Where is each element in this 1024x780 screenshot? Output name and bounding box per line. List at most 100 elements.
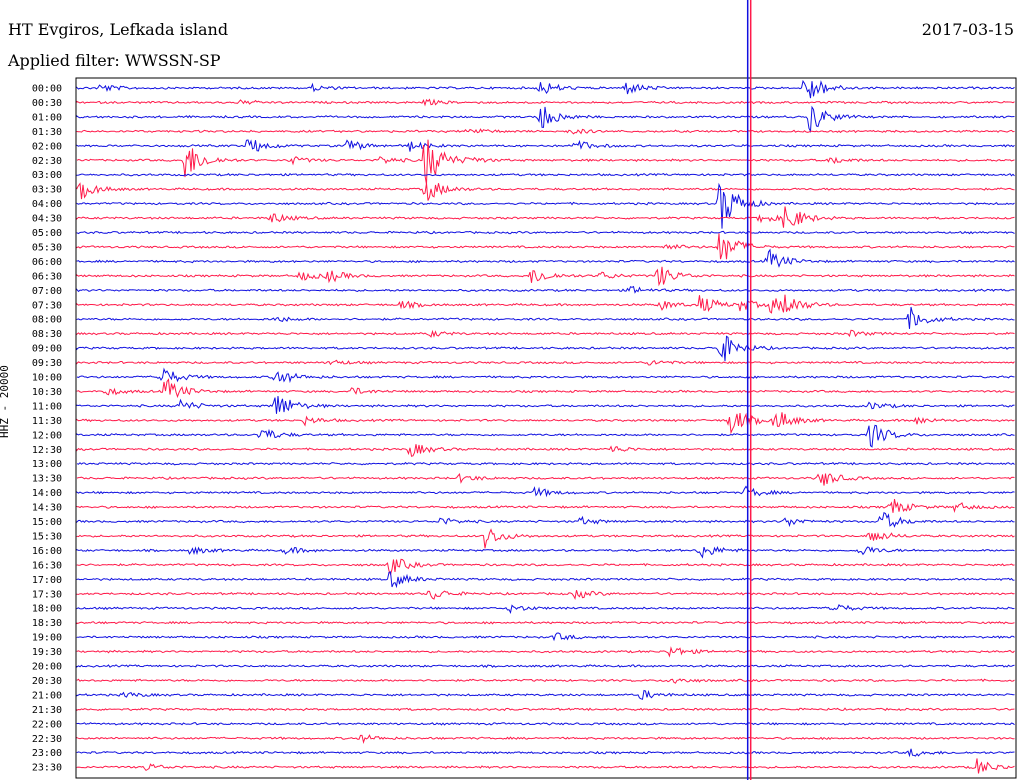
marker-group (746, 0, 752, 780)
row-time-label: 04:00 (32, 199, 62, 210)
row-time-label: 18:30 (32, 618, 62, 629)
trace-line (76, 306, 1015, 329)
row-time-label: 23:00 (32, 748, 62, 759)
row-time-label: 14:30 (32, 503, 62, 514)
trace-line (76, 678, 1015, 684)
trace-line (76, 620, 1015, 625)
row-label-group: 00:00 00:30 01:00 01:30 02:00 02:30 03:00 03:30… (32, 84, 62, 774)
trace-line (76, 689, 1015, 700)
trace-line (76, 139, 1015, 152)
trace-line (76, 329, 1015, 338)
trace-line (76, 139, 1015, 185)
row-time-label: 12:00 (32, 430, 62, 441)
trace-line (76, 79, 1015, 99)
row-time-label: 09:00 (32, 344, 62, 355)
row-time-label: 11:30 (32, 416, 62, 427)
row-time-label: 05:30 (32, 242, 62, 253)
trace-line (76, 748, 1015, 758)
row-time-label: 22:00 (32, 719, 62, 730)
trace-line (76, 758, 1015, 774)
trace-line (76, 367, 1015, 384)
trace-line (76, 128, 1015, 135)
trace-line (76, 511, 1015, 528)
date-label: 2017-03-15 (921, 20, 1014, 39)
row-time-label: 19:00 (32, 633, 62, 644)
row-time-label: 06:30 (32, 271, 62, 282)
row-time-label: 01:00 (32, 112, 62, 123)
trace-line (76, 378, 1015, 399)
trace-line (76, 233, 1015, 260)
row-time-label: 13:00 (32, 459, 62, 470)
row-time-label: 21:00 (32, 690, 62, 701)
trace-line (76, 461, 1015, 466)
row-time-label: 08:30 (32, 329, 62, 340)
row-time-label: 07:00 (32, 286, 62, 297)
trace-line (76, 646, 1015, 658)
row-time-label: 12:30 (32, 445, 62, 456)
trace-line (76, 172, 1015, 177)
trace-line (76, 604, 1015, 614)
row-time-label: 06:00 (32, 257, 62, 268)
row-time-label: 20:30 (32, 676, 62, 687)
trace-line (76, 285, 1015, 294)
trace-line (76, 98, 1015, 107)
trace-line (76, 528, 1015, 549)
row-time-label: 07:30 (32, 300, 62, 311)
trace-line (76, 294, 1015, 314)
trace-line (76, 105, 1015, 134)
trace-line (76, 632, 1015, 642)
trace-line (76, 571, 1015, 589)
filter-label: Applied filter: WWSSN-SP (8, 51, 221, 70)
row-time-label: 21:30 (32, 705, 62, 716)
trace-line (76, 395, 1015, 414)
trace-line (76, 182, 1015, 229)
trace-line (76, 182, 1015, 201)
row-time-label: 00:30 (32, 98, 62, 109)
trace-line (76, 558, 1015, 576)
row-time-label: 17:30 (32, 589, 62, 600)
trace-line (76, 499, 1015, 514)
trace-line (76, 722, 1015, 726)
row-time-label: 22:30 (32, 734, 62, 745)
trace-line (76, 734, 1015, 745)
trace-line (76, 359, 1015, 366)
trace-line (76, 485, 1015, 498)
row-time-label: 16:30 (32, 560, 62, 571)
row-time-label: 00:00 (32, 84, 62, 95)
row-time-label: 03:30 (32, 185, 62, 196)
row-time-label: 10:00 (32, 373, 62, 384)
trace-line (76, 335, 1015, 362)
row-time-label: 16:00 (32, 546, 62, 557)
trace-line (76, 412, 1015, 435)
trace-line (76, 424, 1015, 448)
row-time-label: 02:30 (32, 156, 62, 167)
row-time-label: 10:30 (32, 387, 62, 398)
plot-frame (75, 77, 1017, 779)
row-time-label: 18:00 (32, 604, 62, 615)
row-time-label: 09:30 (32, 358, 62, 369)
trace-line (76, 230, 1015, 235)
trace-group (76, 79, 1015, 774)
row-time-label: 20:00 (32, 662, 62, 673)
row-time-label: 13:30 (32, 474, 62, 485)
trace-line (76, 664, 1015, 668)
row-time-label: 02:00 (32, 141, 62, 152)
row-time-label: 05:00 (32, 228, 62, 239)
row-time-label: 03:00 (32, 170, 62, 181)
row-time-label: 23:30 (32, 763, 62, 774)
row-time-label: 01:30 (32, 127, 62, 138)
trace-line (76, 546, 1015, 559)
trace-line (76, 472, 1015, 486)
trace-line (76, 206, 1015, 228)
trace-line (76, 444, 1015, 457)
row-time-label: 15:30 (32, 532, 62, 543)
row-time-label: 19:30 (32, 647, 62, 658)
row-time-label: 15:00 (32, 517, 62, 528)
row-time-label: 04:30 (32, 214, 62, 225)
row-time-label: 08:00 (32, 315, 62, 326)
row-time-label: 14:00 (32, 488, 62, 499)
trace-line (76, 590, 1015, 601)
station-title: HT Evgiros, Lefkada island (8, 20, 229, 39)
